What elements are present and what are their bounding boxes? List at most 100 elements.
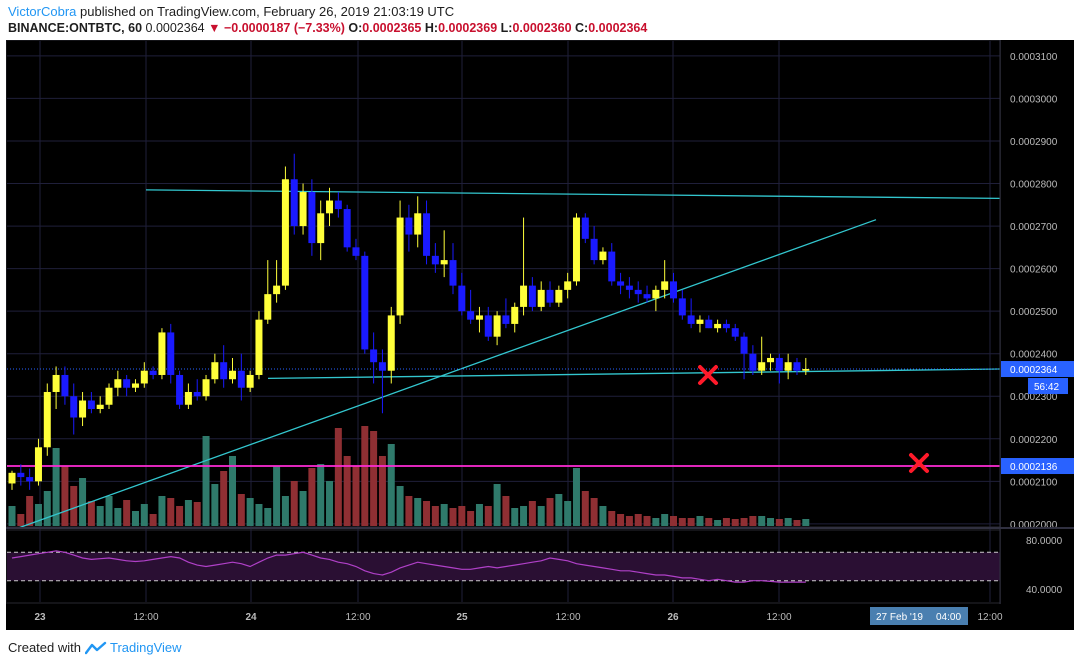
candle-body <box>661 281 669 290</box>
countdown-label: 56:42 <box>1034 382 1059 393</box>
volume-bar <box>696 516 704 526</box>
candle-body <box>502 315 510 324</box>
volume-bar <box>767 518 775 526</box>
volume-bar <box>326 481 334 526</box>
candle <box>361 251 369 354</box>
time-cursor-time: 04:00 <box>936 612 961 623</box>
volume-bar <box>511 508 519 526</box>
volume-bar <box>749 516 757 526</box>
candle-body <box>740 336 748 354</box>
volume-bar <box>617 514 625 526</box>
candle <box>70 383 78 435</box>
candle <box>414 196 422 248</box>
publish-info: VictorCobra published on TradingView.com… <box>8 4 454 19</box>
candle <box>79 391 87 427</box>
volume-bar <box>26 496 34 526</box>
candle-body <box>511 306 519 324</box>
candle <box>599 247 607 265</box>
candle-body <box>458 285 466 312</box>
volume-bar <box>722 518 730 526</box>
volume-bar <box>308 468 316 526</box>
rsi-tick-label: 80.0000 <box>1026 536 1063 547</box>
candle <box>52 366 60 410</box>
volume-bar <box>705 518 713 526</box>
candle <box>714 319 722 333</box>
candle-body <box>273 285 281 295</box>
volume-bar <box>793 520 801 526</box>
time-cursor-date: 27 Feb '19 <box>876 612 923 623</box>
high-label: H: <box>424 21 439 35</box>
volume-bar <box>775 519 783 526</box>
candle-body <box>758 362 766 371</box>
candle <box>387 306 395 384</box>
candle <box>26 468 34 490</box>
candle <box>581 213 589 244</box>
candle-body <box>52 374 60 392</box>
volume-bar <box>290 481 298 526</box>
candle <box>722 319 730 333</box>
candle-body <box>467 311 475 320</box>
candle-body <box>599 251 607 261</box>
volume-bar <box>590 498 598 526</box>
candle <box>352 238 360 261</box>
candle <box>696 315 704 333</box>
price-chart[interactable]: 0.0003100 0.0003000 0.0002900 0.0002800 0.00… <box>6 40 1074 630</box>
volume-bar <box>625 516 633 526</box>
volume-bar <box>131 511 139 526</box>
candle-body <box>793 362 801 371</box>
candle-body <box>722 323 730 329</box>
candle <box>87 391 95 414</box>
candle-body <box>784 362 792 371</box>
candle-body <box>749 353 757 371</box>
change-value: −0.0000187 (−7.33%) <box>223 21 345 35</box>
candle <box>511 302 519 333</box>
candle <box>220 345 228 388</box>
symbol-label: BINANCE:ONTBTC, 60 <box>8 21 143 35</box>
volume-bar <box>546 498 554 526</box>
volume-bar <box>528 501 536 526</box>
author-link[interactable]: VictorCobra <box>8 4 77 19</box>
candle-body <box>572 217 580 282</box>
candle-body <box>96 404 104 410</box>
candle <box>431 243 439 273</box>
volume-bar <box>643 516 651 526</box>
candle <box>634 281 642 303</box>
time-tick-label: 12:00 <box>133 612 158 623</box>
candle-body <box>537 289 545 307</box>
candle <box>705 315 713 329</box>
candle-body <box>696 319 704 324</box>
candle <box>423 200 431 265</box>
volume-bar <box>220 471 228 526</box>
volume-bar <box>608 511 616 526</box>
candle <box>114 370 122 397</box>
volume-bar <box>211 484 219 526</box>
red-x-marker-icon <box>909 453 929 473</box>
volume-bar <box>423 501 431 526</box>
time-tick-label: 12:00 <box>555 612 580 623</box>
candle <box>202 374 210 401</box>
candle-body <box>299 192 307 227</box>
volume-bar <box>17 514 25 526</box>
support-price-tag <box>1001 458 1074 475</box>
volume-bar <box>678 518 686 526</box>
candle-body <box>449 260 457 286</box>
volume-bar <box>34 504 42 526</box>
volume-bar <box>758 516 766 526</box>
tradingview-brand[interactable]: TradingView <box>84 640 182 655</box>
candle <box>731 323 739 341</box>
candle-body <box>317 213 325 244</box>
lower-trendline <box>267 368 1001 380</box>
candle-body <box>581 217 589 239</box>
time-cursor-tag <box>870 607 968 625</box>
volume-bar <box>572 468 580 526</box>
volume-bar <box>52 448 60 526</box>
countdown-tag <box>1028 378 1068 395</box>
candle <box>537 281 545 312</box>
candle <box>802 357 810 375</box>
candle-body <box>87 400 95 410</box>
volume-bar <box>714 520 722 526</box>
candle <box>237 353 245 401</box>
volume-bar <box>387 444 395 526</box>
volume-bar <box>634 514 642 526</box>
candle <box>784 353 792 380</box>
